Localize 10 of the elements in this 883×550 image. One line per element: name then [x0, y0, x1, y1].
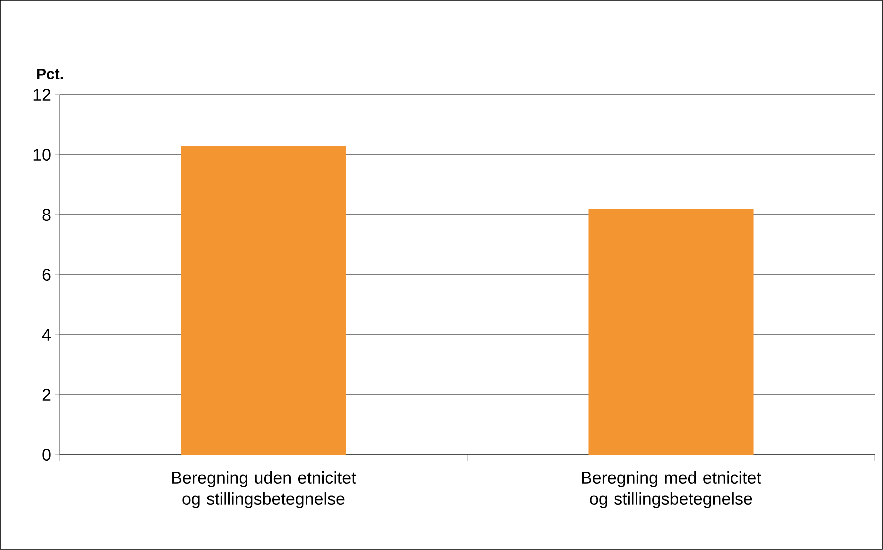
x-tick-label: Beregning uden etnicitet og stillingsbetegnelse — [172, 472, 356, 508]
x-tick-label: Beregning med etnicitet og stillingsbetegnelse — [582, 472, 762, 508]
y-tick-label: 2 — [42, 389, 51, 401]
y-tick-label: 4 — [42, 329, 51, 341]
y-tick-label: 10 — [34, 148, 51, 162]
y-tick-label: 12 — [34, 89, 51, 101]
y-tick-label: 0 — [42, 448, 51, 462]
y-tick-label: 6 — [42, 268, 51, 282]
y-tick-label: 8 — [42, 208, 51, 222]
y-axis-title: Pct. — [38, 69, 63, 80]
